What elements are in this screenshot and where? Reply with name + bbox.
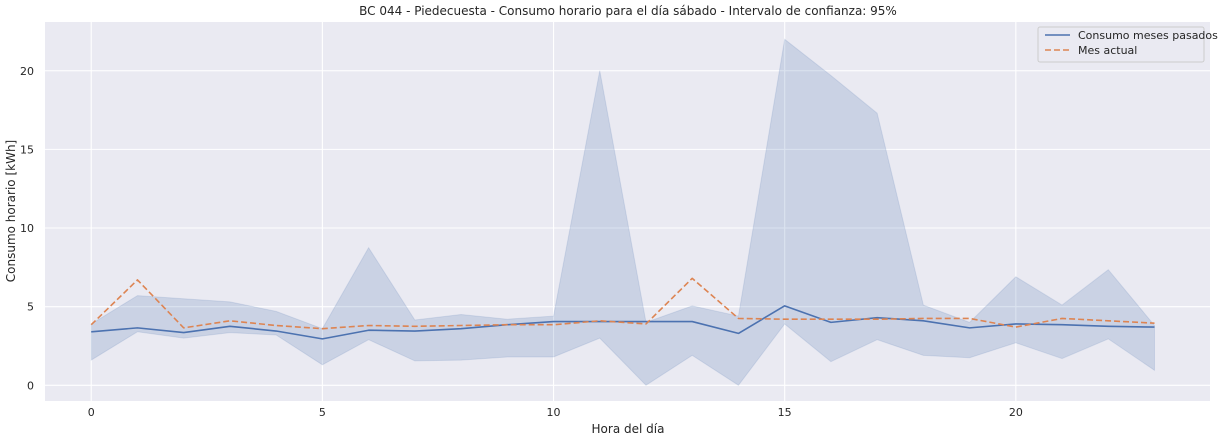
y-tick-label-15: 15 — [20, 143, 34, 156]
x-axis-label: Hora del día — [592, 422, 665, 436]
series-lines-layer — [90, 277, 1155, 340]
x-tick-label-20: 20 — [1009, 406, 1023, 419]
confidence-band-layer — [90, 38, 1156, 386]
legend-label-series-0: Consumo meses pasados — [1078, 29, 1218, 42]
grid — [45, 22, 1210, 401]
legend-box — [1037, 26, 1205, 63]
tick-labels-layer: 0 5 10 15 20 0 5 10 15 20 — [20, 65, 1023, 419]
x-tick-label-5: 5 — [319, 406, 326, 419]
x-tick-label-10: 10 — [547, 406, 561, 419]
x-tick-label-15: 15 — [778, 406, 792, 419]
y-tick-label-20: 20 — [20, 65, 34, 78]
chart-title: BC 044 - Piedecuesta - Consumo horario p… — [359, 4, 897, 18]
y-tick-label-10: 10 — [20, 222, 34, 235]
y-tick-label-5: 5 — [27, 301, 34, 314]
x-tick-label-0: 0 — [88, 406, 95, 419]
legend: Consumo meses pasados Mes actual — [1037, 26, 1218, 63]
series-line-1 — [90, 277, 1155, 330]
y-axis-label: Consumo horario [kWh] — [4, 140, 18, 282]
legend-label-series-1: Mes actual — [1078, 44, 1137, 57]
confidence-band-series-0 — [90, 38, 1156, 386]
y-tick-label-0: 0 — [27, 379, 34, 392]
